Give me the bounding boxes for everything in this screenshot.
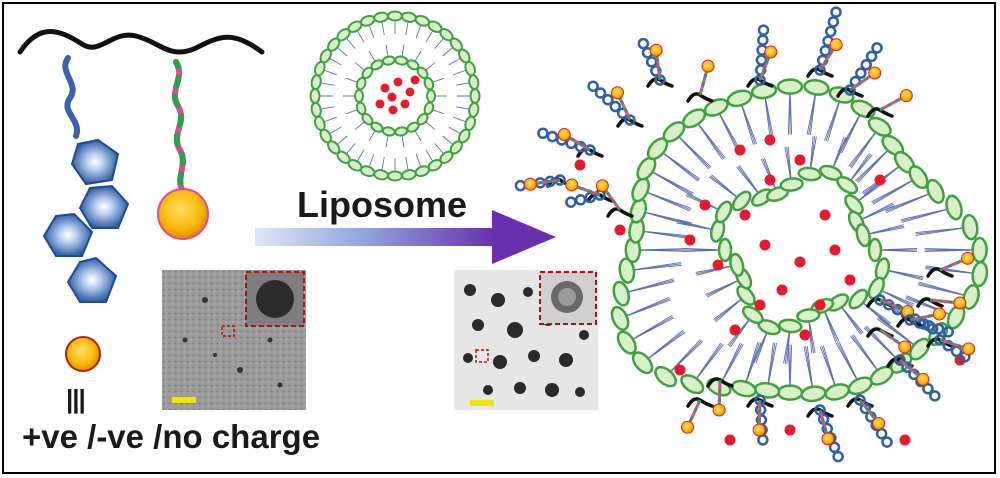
gold-nanoparticle-icon — [65, 188, 209, 372]
liposome-label: Liposome — [297, 184, 468, 225]
pyrene-hexagon-icon — [42, 138, 130, 303]
charge-label: +ve /-ve /no charge — [22, 418, 321, 455]
equivalence-symbol: ||| — [66, 384, 86, 414]
tem-image-hybrid — [454, 270, 598, 410]
tem-image-free — [162, 270, 306, 410]
polymer-chain-icon — [17, 29, 265, 193]
liposome-icon — [309, 10, 481, 182]
hybrid-liposome-icon — [514, 6, 989, 463]
process-arrow-icon — [255, 210, 556, 264]
